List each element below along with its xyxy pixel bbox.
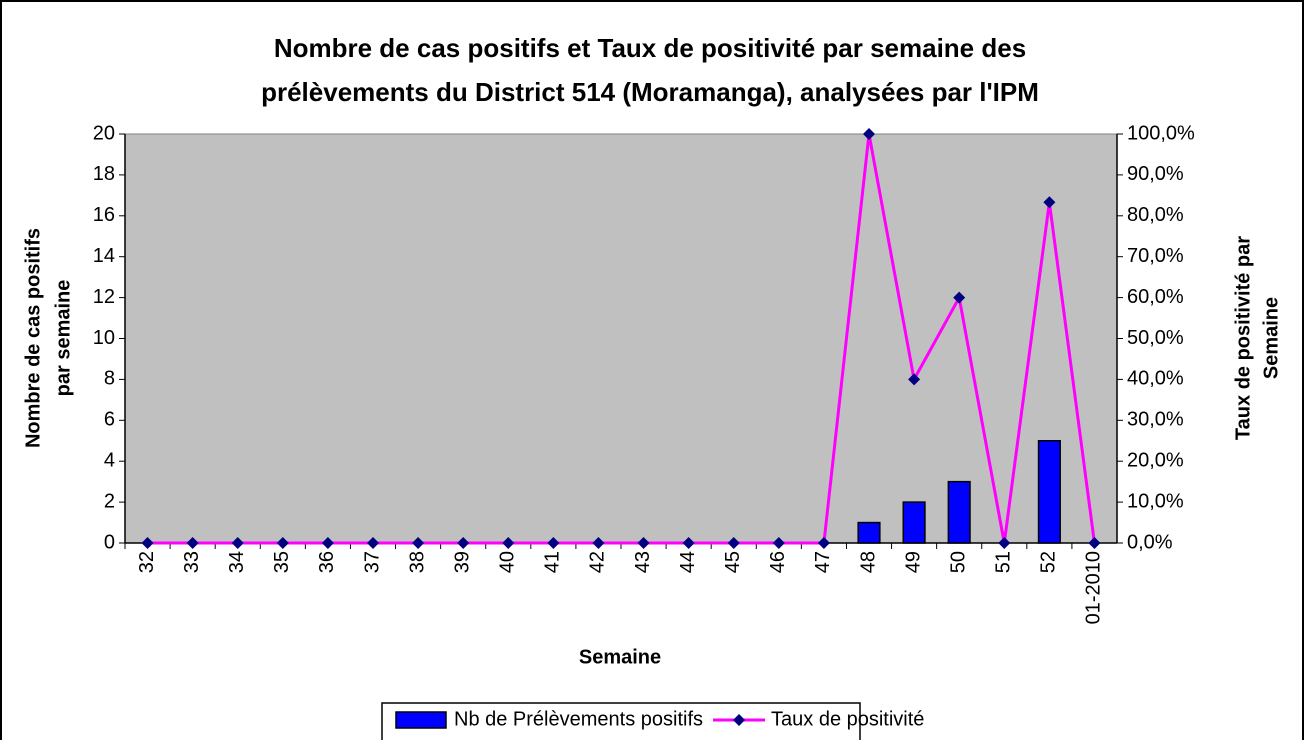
- y-tick-label: 8: [104, 368, 115, 390]
- marker: [186, 537, 199, 549]
- chart-title: Nombre de cas positifs et Taux de positi…: [274, 33, 1026, 63]
- y2-tick-label: 60,0%: [1127, 286, 1184, 308]
- y-axis-label: Nombre de cas positifs: [22, 228, 44, 448]
- marker: [412, 537, 425, 549]
- y-tick-label: 6: [104, 409, 115, 431]
- y-tick-label: 20: [93, 122, 115, 144]
- y-tick-label: 14: [93, 245, 115, 267]
- y-tick-label: 4: [104, 449, 115, 471]
- marker: [863, 128, 875, 140]
- x-tick-label: 01-2010: [1083, 551, 1105, 624]
- bar: [902, 501, 926, 544]
- y2-tick-label: 10,0%: [1127, 490, 1184, 512]
- y-tick-label: 10: [93, 327, 115, 349]
- legend-box: [381, 702, 861, 740]
- x-tick-label: 44: [677, 551, 699, 573]
- y2-tick-label: 100,0%: [1127, 122, 1195, 144]
- marker: [727, 537, 740, 549]
- marker: [637, 537, 650, 549]
- x-axis-label: Semaine: [579, 646, 661, 668]
- marker: [817, 537, 830, 549]
- marker: [547, 537, 560, 549]
- marker: [367, 537, 379, 549]
- legend-swatch: [395, 711, 447, 729]
- legend-marker: [733, 714, 746, 726]
- x-tick-label: 52: [1038, 551, 1060, 573]
- x-tick-label: 51: [993, 551, 1015, 573]
- y2-tick-label: 30,0%: [1127, 409, 1184, 431]
- marker: [953, 291, 966, 304]
- x-tick-label: 37: [361, 551, 383, 573]
- marker: [276, 537, 289, 549]
- marker: [1043, 196, 1056, 209]
- plot-area: [124, 133, 1118, 544]
- y-axis-label: par semaine: [52, 280, 74, 397]
- x-tick-label: 43: [632, 551, 654, 573]
- line: [147, 133, 1096, 545]
- bar: [947, 480, 971, 544]
- x-tick-label: 36: [316, 551, 338, 573]
- x-tick-label: 32: [136, 551, 158, 573]
- y2-tick-label: 80,0%: [1127, 204, 1184, 226]
- x-tick-label: 48: [857, 551, 879, 573]
- marker: [1088, 537, 1101, 549]
- marker: [908, 373, 921, 386]
- bar: [857, 521, 881, 544]
- x-tick-label: 34: [226, 551, 248, 573]
- y2-tick-label: 20,0%: [1127, 449, 1184, 471]
- y2-tick-label: 90,0%: [1127, 163, 1184, 185]
- x-tick-label: 42: [587, 551, 609, 573]
- marker: [682, 537, 695, 549]
- marker: [592, 537, 605, 549]
- y2-tick-label: 50,0%: [1127, 327, 1184, 349]
- legend-label: Nb de Prélèvements positifs: [454, 708, 703, 730]
- x-tick-label: 46: [767, 551, 789, 573]
- y-tick-label: 0: [104, 531, 115, 553]
- y-tick-label: 12: [93, 286, 115, 308]
- x-tick-label: 47: [812, 551, 834, 573]
- y2-tick-label: 40,0%: [1127, 368, 1184, 390]
- y-tick-label: 18: [93, 163, 115, 185]
- marker: [141, 537, 154, 549]
- marker: [502, 537, 515, 549]
- marker: [457, 537, 470, 549]
- x-tick-label: 35: [271, 551, 293, 573]
- x-tick-label: 33: [181, 551, 203, 573]
- marker: [321, 537, 334, 549]
- y2-tick-label: 70,0%: [1127, 245, 1184, 267]
- y2-axis-label: Taux de positivité par: [1232, 236, 1254, 440]
- marker: [772, 537, 785, 549]
- marker: [998, 537, 1011, 549]
- y2-axis-label: Semaine: [1260, 297, 1282, 379]
- x-tick-label: 50: [947, 551, 969, 573]
- marker: [231, 537, 244, 549]
- y-tick-label: 2: [104, 490, 115, 512]
- y2-tick-label: 0,0%: [1127, 531, 1173, 553]
- x-tick-label: 45: [722, 551, 744, 573]
- legend-label: Taux de positivité: [771, 708, 924, 730]
- y-tick-label: 16: [93, 204, 115, 226]
- x-tick-label: 38: [406, 551, 428, 573]
- bar: [1037, 440, 1061, 544]
- x-tick-label: 39: [451, 551, 473, 573]
- x-tick-label: 49: [902, 551, 924, 573]
- legend: Nb de Prélèvements positifs Taux de posit…: [381, 702, 924, 740]
- x-tick-label: 40: [497, 551, 519, 573]
- chart-title: prélèvements du District 514 (Moramanga)…: [261, 77, 1039, 107]
- x-tick-label: 41: [542, 551, 564, 573]
